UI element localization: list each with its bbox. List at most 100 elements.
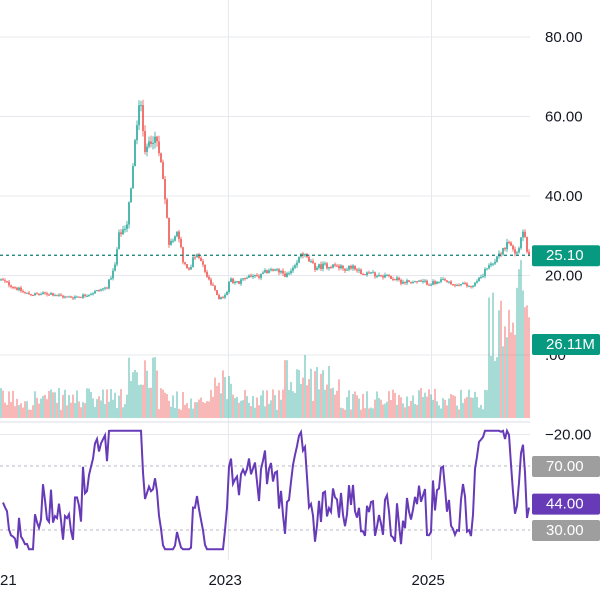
candle-body	[516, 252, 518, 254]
volume-bar	[466, 396, 468, 418]
candle-body	[224, 294, 226, 298]
candle-body	[152, 142, 154, 145]
volume-bar	[350, 409, 352, 418]
volume-bar	[142, 384, 144, 418]
rsi-30-tag-text: 30.00	[546, 522, 584, 539]
candle-body	[310, 261, 312, 263]
volume-bar	[480, 405, 482, 418]
volume-bar	[422, 397, 424, 418]
volume-bar	[124, 404, 126, 418]
rsi-30-tag: 30.00	[532, 520, 600, 541]
candle-body	[478, 277, 480, 282]
volume-bar	[56, 402, 58, 418]
candle-body	[356, 269, 358, 271]
volume-bar	[484, 389, 486, 418]
candle-body	[22, 291, 24, 293]
candle-body	[416, 281, 418, 283]
volume-bar	[508, 309, 510, 418]
price-tick-label: 20.00	[545, 268, 583, 285]
candle-body	[98, 290, 100, 292]
volume-bar	[294, 392, 296, 418]
candle-body	[490, 263, 492, 266]
candle-body	[448, 281, 450, 283]
candle-body	[14, 287, 16, 289]
volume-bar	[408, 406, 410, 418]
candle-body	[216, 290, 218, 296]
volume-bar	[284, 360, 286, 418]
volume-bar	[272, 389, 274, 418]
candle-body	[120, 232, 122, 235]
volume-bar	[336, 390, 338, 418]
candle-body	[274, 269, 276, 271]
time-axis[interactable]: 21 2023 2025	[0, 572, 445, 589]
candle-body	[260, 274, 262, 278]
volume-bar	[162, 389, 164, 418]
candle-body	[94, 291, 96, 294]
candle-body	[132, 166, 134, 189]
candle-body	[20, 287, 22, 292]
candle-body	[192, 257, 194, 268]
candle-body	[442, 279, 444, 281]
candle-body	[334, 264, 336, 266]
candle-body	[6, 281, 8, 283]
candle-body	[476, 281, 478, 283]
volume-bar	[382, 404, 384, 418]
candle-body	[386, 274, 388, 276]
candle-body	[186, 263, 188, 269]
candle-body	[160, 153, 162, 163]
candle-body	[406, 280, 408, 284]
volume-bar	[450, 394, 452, 418]
price-candles	[0, 99, 530, 300]
volume-bar	[368, 408, 370, 418]
candle-body	[194, 257, 196, 259]
volume-bar	[354, 391, 356, 418]
volume-bar	[32, 405, 34, 418]
candle-body	[370, 272, 372, 274]
candle-body	[346, 269, 348, 271]
candle-body	[226, 292, 228, 295]
candle-body	[518, 248, 520, 253]
volume-bar	[192, 408, 194, 418]
volume-bar	[444, 399, 446, 418]
volume-bar	[376, 391, 378, 418]
candle-body	[32, 295, 34, 297]
volume-bar	[250, 406, 252, 418]
candle-body	[214, 285, 216, 291]
candle-body	[56, 295, 58, 297]
volume-bar	[58, 388, 60, 418]
candle-body	[54, 295, 56, 297]
volume-bar	[76, 390, 78, 418]
candle-body	[240, 279, 242, 284]
candle-body	[212, 284, 214, 286]
volume-bar	[128, 357, 130, 418]
candle-body	[84, 294, 86, 297]
candle-body	[366, 272, 368, 276]
candle-body	[126, 224, 128, 229]
volume-bar	[304, 354, 306, 418]
candle-body	[312, 261, 314, 263]
candle-body	[512, 245, 514, 250]
candle-body	[242, 278, 244, 280]
volume-bar	[64, 389, 66, 418]
candle-body	[270, 269, 272, 271]
candle-body	[44, 292, 46, 294]
volume-bar	[270, 400, 272, 418]
candle-body	[190, 267, 192, 270]
volume-bar	[292, 391, 294, 418]
candle-body	[504, 248, 506, 250]
candle-body	[332, 264, 334, 268]
volume-bar	[324, 389, 326, 418]
candle-body	[52, 293, 54, 296]
volume-bar	[266, 390, 268, 418]
candle-body	[130, 188, 132, 203]
volume-bar	[30, 409, 32, 418]
volume-bar	[120, 389, 122, 418]
volume-bar	[476, 397, 478, 418]
volume-bar	[410, 400, 412, 418]
candle-body	[158, 141, 160, 154]
candle-body	[318, 264, 320, 268]
volume-bar	[424, 392, 426, 418]
candle-body	[90, 294, 92, 296]
